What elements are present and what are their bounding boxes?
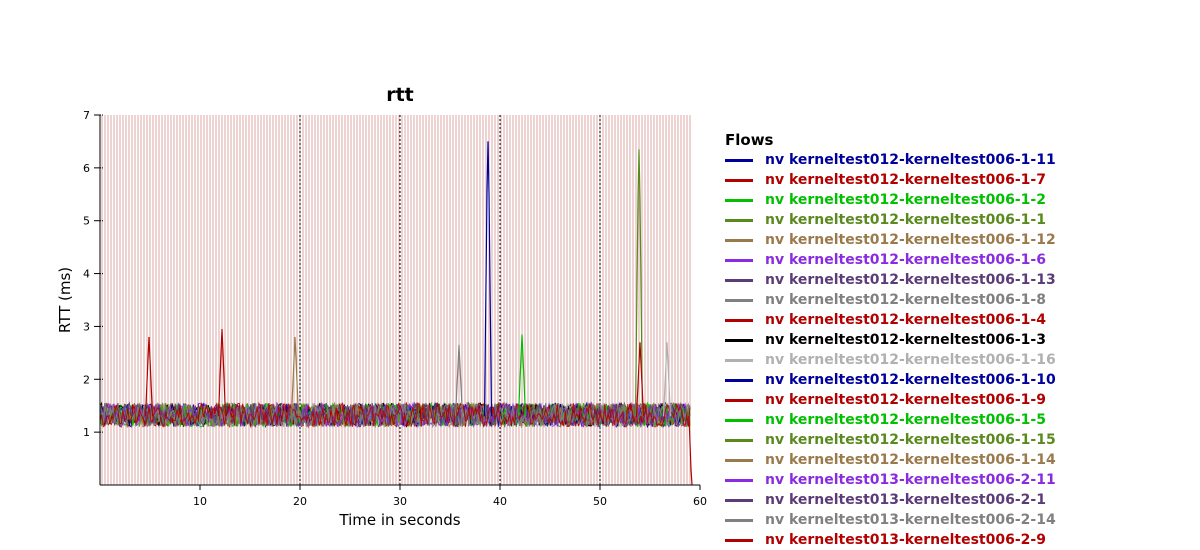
legend-title: Flows: [725, 131, 774, 149]
legend-swatch: [725, 418, 753, 422]
legend-swatch: [725, 158, 753, 162]
plot-area: 1 2 3 4 5 6 7 10 20 30 40 50 60: [83, 109, 707, 508]
legend-swatch: [725, 258, 753, 262]
legend-item: nv kerneltest012-kerneltest006-1-9: [725, 390, 1195, 410]
legend-item: nv kerneltest012-kerneltest006-1-7: [725, 170, 1195, 190]
legend-item: nv kerneltest013-kerneltest006-2-9: [725, 530, 1195, 550]
series-line-19: [99, 402, 691, 428]
legend-label: nv kerneltest012-kerneltest006-1-14: [765, 452, 1056, 468]
legend-item: nv kerneltest012-kerneltest006-1-16: [725, 350, 1195, 370]
legend-label: nv kerneltest012-kerneltest006-1-16: [765, 352, 1056, 368]
legend-label: nv kerneltest012-kerneltest006-1-13: [765, 272, 1056, 288]
legend-item: nv kerneltest012-kerneltest006-1-14: [725, 450, 1195, 470]
series-spike-9-1: [217, 329, 227, 417]
legend: Flows nv kerneltest012-kerneltest006-1-1…: [725, 130, 1195, 550]
legend-swatch: [725, 438, 753, 442]
background-vertical-lines: [101, 115, 691, 485]
y-tick-label-1: 1: [83, 426, 90, 439]
legend-swatch: [725, 498, 753, 502]
legend-label: nv kerneltest013-kerneltest006-2-1: [765, 492, 1046, 508]
legend-item: nv kerneltest012-kerneltest006-1-13: [725, 270, 1195, 290]
legend-label: nv kerneltest012-kerneltest006-1-5: [765, 412, 1046, 428]
legend-item: nv kerneltest013-kerneltest006-2-1: [725, 490, 1195, 510]
legend-swatch: [725, 218, 753, 222]
legend-item: nv kerneltest012-kerneltest006-1-6: [725, 250, 1195, 270]
legend-label: nv kerneltest012-kerneltest006-1-8: [765, 292, 1046, 308]
legend-label: nv kerneltest013-kerneltest006-2-14: [765, 512, 1056, 528]
legend-label: nv kerneltest012-kerneltest006-1-1: [765, 212, 1046, 228]
legend-label: nv kerneltest012-kerneltest006-1-9: [765, 392, 1046, 408]
series-spike-13-1: [688, 416, 693, 486]
legend-label: nv kerneltest012-kerneltest006-1-11: [765, 152, 1056, 168]
x-tick-label-30: 30: [393, 495, 407, 508]
legend-swatch: [725, 178, 753, 182]
series-line-20: [99, 401, 691, 428]
legend-label: nv kerneltest012-kerneltest006-1-4: [765, 312, 1046, 328]
legend-label: nv kerneltest012-kerneltest006-1-15: [765, 432, 1056, 448]
y-tick-label-4: 4: [83, 268, 90, 281]
legend-item: nv kerneltest012-kerneltest006-1-5: [725, 410, 1195, 430]
legend-swatch: [725, 238, 753, 242]
legend-items: nv kerneltest012-kerneltest006-1-11 nv ke…: [725, 150, 1195, 550]
series-spike-11-1: [662, 342, 672, 417]
legend-item: nv kerneltest013-kerneltest006-2-14: [725, 510, 1195, 530]
legend-label: nv kerneltest013-kerneltest006-2-9: [765, 532, 1046, 548]
legend-swatch: [725, 298, 753, 302]
legend-label: nv kerneltest013-kerneltest006-2-11: [765, 472, 1056, 488]
legend-item: nv kerneltest012-kerneltest006-1-1: [725, 210, 1195, 230]
series-spike-8-1: [454, 344, 464, 417]
series-spike-9-2: [635, 342, 645, 417]
legend-swatch: [725, 378, 753, 382]
legend-item: nv kerneltest012-kerneltest006-1-2: [725, 190, 1195, 210]
legend-swatch: [725, 278, 753, 282]
legend-item: nv kerneltest012-kerneltest006-1-12: [725, 230, 1195, 250]
y-tick-label-2: 2: [83, 373, 90, 386]
y-tick-label-5: 5: [83, 215, 90, 228]
x-tick-label-20: 20: [293, 495, 307, 508]
legend-item: nv kerneltest013-kerneltest006-2-11: [725, 470, 1195, 490]
y-axis-label: RTT (ms): [56, 267, 74, 333]
legend-swatch: [725, 198, 753, 202]
legend-label: nv kerneltest012-kerneltest006-1-10: [765, 372, 1056, 388]
y-tick-label-6: 6: [83, 162, 90, 175]
legend-swatch: [725, 398, 753, 402]
legend-swatch: [725, 518, 753, 522]
series-spike-5-1: [290, 336, 300, 417]
x-axis-label: Time in seconds: [338, 511, 460, 529]
legend-item: nv kerneltest012-kerneltest006-1-10: [725, 370, 1195, 390]
series-spike-2-1: [144, 336, 154, 417]
chart-title: rtt: [386, 84, 414, 106]
legend-label: nv kerneltest012-kerneltest006-1-3: [765, 332, 1046, 348]
y-tick-label-7: 7: [83, 109, 90, 122]
legend-item: nv kerneltest012-kerneltest006-1-11: [725, 150, 1195, 170]
legend-label: nv kerneltest012-kerneltest006-1-6: [765, 252, 1046, 268]
x-tick-label-50: 50: [593, 495, 607, 508]
y-tick-label-3: 3: [83, 320, 90, 333]
legend-swatch: [725, 478, 753, 482]
x-tick-label-60: 60: [693, 495, 707, 508]
legend-item: nv kerneltest012-kerneltest006-1-4: [725, 310, 1195, 330]
series-spike-1-1: [483, 141, 493, 417]
legend-item: nv kerneltest012-kerneltest006-1-8: [725, 290, 1195, 310]
legend-label: nv kerneltest012-kerneltest006-1-2: [765, 192, 1046, 208]
legend-swatch: [725, 538, 753, 542]
legend-label: nv kerneltest012-kerneltest006-1-12: [765, 232, 1056, 248]
legend-swatch: [725, 458, 753, 462]
legend-swatch: [725, 318, 753, 322]
series-spike-3-1: [517, 334, 527, 417]
legend-swatch: [725, 358, 753, 362]
legend-swatch: [725, 338, 753, 342]
legend-item: nv kerneltest012-kerneltest006-1-3: [725, 330, 1195, 350]
x-tick-label-10: 10: [193, 495, 207, 508]
legend-item: nv kerneltest012-kerneltest006-1-15: [725, 430, 1195, 450]
series-spike-4-1: [634, 149, 644, 417]
x-tick-label-40: 40: [493, 495, 507, 508]
legend-label: nv kerneltest012-kerneltest006-1-7: [765, 172, 1046, 188]
